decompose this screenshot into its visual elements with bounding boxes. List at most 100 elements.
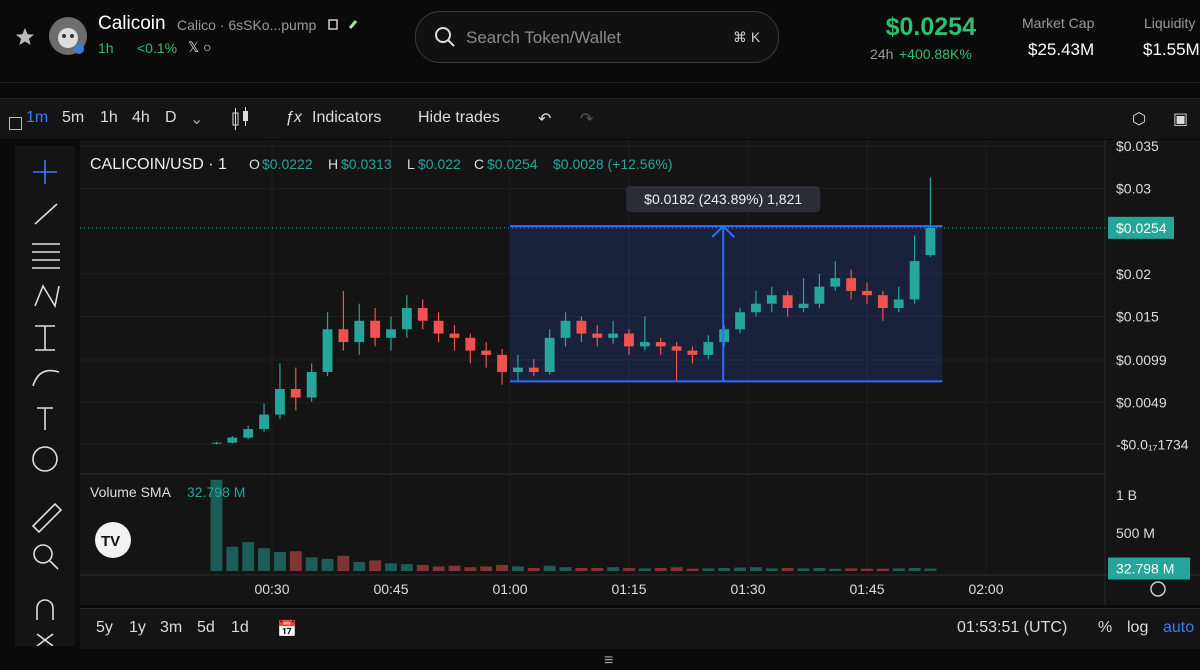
measure-label: $0.0182 (243.89%) 1,821 [644,191,802,207]
interval[interactable]: D [165,109,177,126]
sidebar-toggle[interactable] [9,117,22,130]
volume-bar [480,566,493,571]
candle-body [719,329,730,343]
volume-bar [273,552,286,571]
volume-bar [321,558,334,571]
ohlc-change: $0.0028 (+12.56%) [553,156,672,172]
indicators-icon[interactable]: ƒx [285,109,302,126]
measure-label-bg [626,186,821,213]
log-toggle[interactable]: log [1127,619,1149,636]
token-name: Calicoin [98,13,166,34]
ohlc-value: $0.0254 [487,156,538,172]
range-button[interactable]: 3m [160,619,183,636]
candle-body [465,337,476,351]
interval[interactable]: 4h [132,109,150,126]
candle-body [608,333,619,338]
measure-arrowhead [711,224,735,238]
volume-bar [654,567,667,571]
range-button[interactable]: 5d [197,619,215,636]
volume-bar [797,568,810,571]
candle-body [862,290,872,296]
percent-toggle[interactable]: % [1098,619,1113,636]
volume-bar [432,566,445,571]
candle-body [830,278,841,287]
y-tick-label: $0.03 [1116,181,1151,197]
candle-body [877,295,888,308]
measure-box [509,226,943,382]
holders-share: <0.1% [137,40,178,56]
interval[interactable]: 5m [62,109,85,126]
candle-body [227,437,238,443]
goto-date-icon[interactable]: 📅 [277,621,297,638]
interval[interactable]: 1h [100,109,118,126]
candle-type-icon[interactable] [230,106,252,132]
x-tick-label: 01:45 [849,581,884,597]
candle-body [401,307,412,330]
candle-body [481,350,492,355]
range-button[interactable]: 1y [129,619,146,636]
candle-body [624,333,634,347]
ohlc-key: O [249,156,260,172]
candle-body [513,367,523,372]
social-icons[interactable]: 𝕏 ○ [188,39,212,55]
candle-body [417,307,428,321]
ohlc-key: L [407,156,415,172]
candle-body [275,388,285,415]
volume-tag-label: 32.798 M [1116,561,1174,577]
candle-body [211,442,222,444]
volume-bar [400,564,413,571]
copy-icons[interactable] [328,18,360,32]
y-tick-label: $0.015 [1116,309,1159,325]
range-button[interactable]: 1d [231,619,249,636]
volume-bar [765,568,778,571]
y-tick-label: $0.0099 [1116,352,1167,368]
candle-body [433,320,444,334]
y-tick-label: $0.0049 [1116,395,1167,411]
settings-icon[interactable]: ⬡ [1132,111,1146,128]
candle-body [655,342,666,347]
symbol: CALICOIN/USD · 1 [90,156,227,173]
auto-toggle[interactable]: auto [1163,619,1195,636]
tv-logo: TV [95,522,131,558]
ohlc-value: $0.0313 [341,156,392,172]
interval-menu[interactable]: ⌄ [190,111,204,128]
resize-handle[interactable]: ≡ [604,652,614,669]
range-button[interactable]: 5y [96,619,113,636]
volume-bar [242,542,255,571]
volume-bar [638,568,651,571]
clock: 01:53:51 (UTC) [957,619,1068,636]
redo[interactable]: ↷ [580,111,594,128]
snapshot-icon[interactable]: ▣ [1173,111,1189,128]
time-settings-icon[interactable] [1150,581,1166,597]
indicators-button[interactable]: Indicators [312,109,382,126]
hide-trades-button[interactable]: Hide trades [418,109,500,126]
candle-body [671,346,682,351]
candle-body [639,342,650,347]
candle-body [735,312,745,330]
x-tick-label: 01:30 [730,581,765,597]
search-box[interactable] [415,11,779,63]
market-cap-label: Market Cap [1022,15,1095,31]
volume-bar [210,479,223,571]
candle-body [243,429,254,438]
volume-bar [813,567,826,571]
candle-body [497,354,507,372]
candle-body [814,286,825,304]
undo[interactable]: ↶ [538,111,552,128]
candle-body [560,320,571,338]
volume-bar [353,561,366,571]
ohlc-key: C [474,156,484,172]
interval[interactable]: 1m [26,109,49,126]
candle-body [751,303,761,313]
volume-bar [527,567,540,571]
svg-text:TV: TV [101,533,120,550]
bottom-bar [80,608,1200,649]
volume-bar [845,568,858,571]
candle-body [259,414,269,430]
market-cap: $25.43M [1028,40,1095,59]
favorite-star[interactable] [14,26,36,48]
liquidity-label: Liquidity [1144,15,1196,31]
volume-bar [385,563,397,571]
drawing-tools[interactable] [15,146,75,646]
